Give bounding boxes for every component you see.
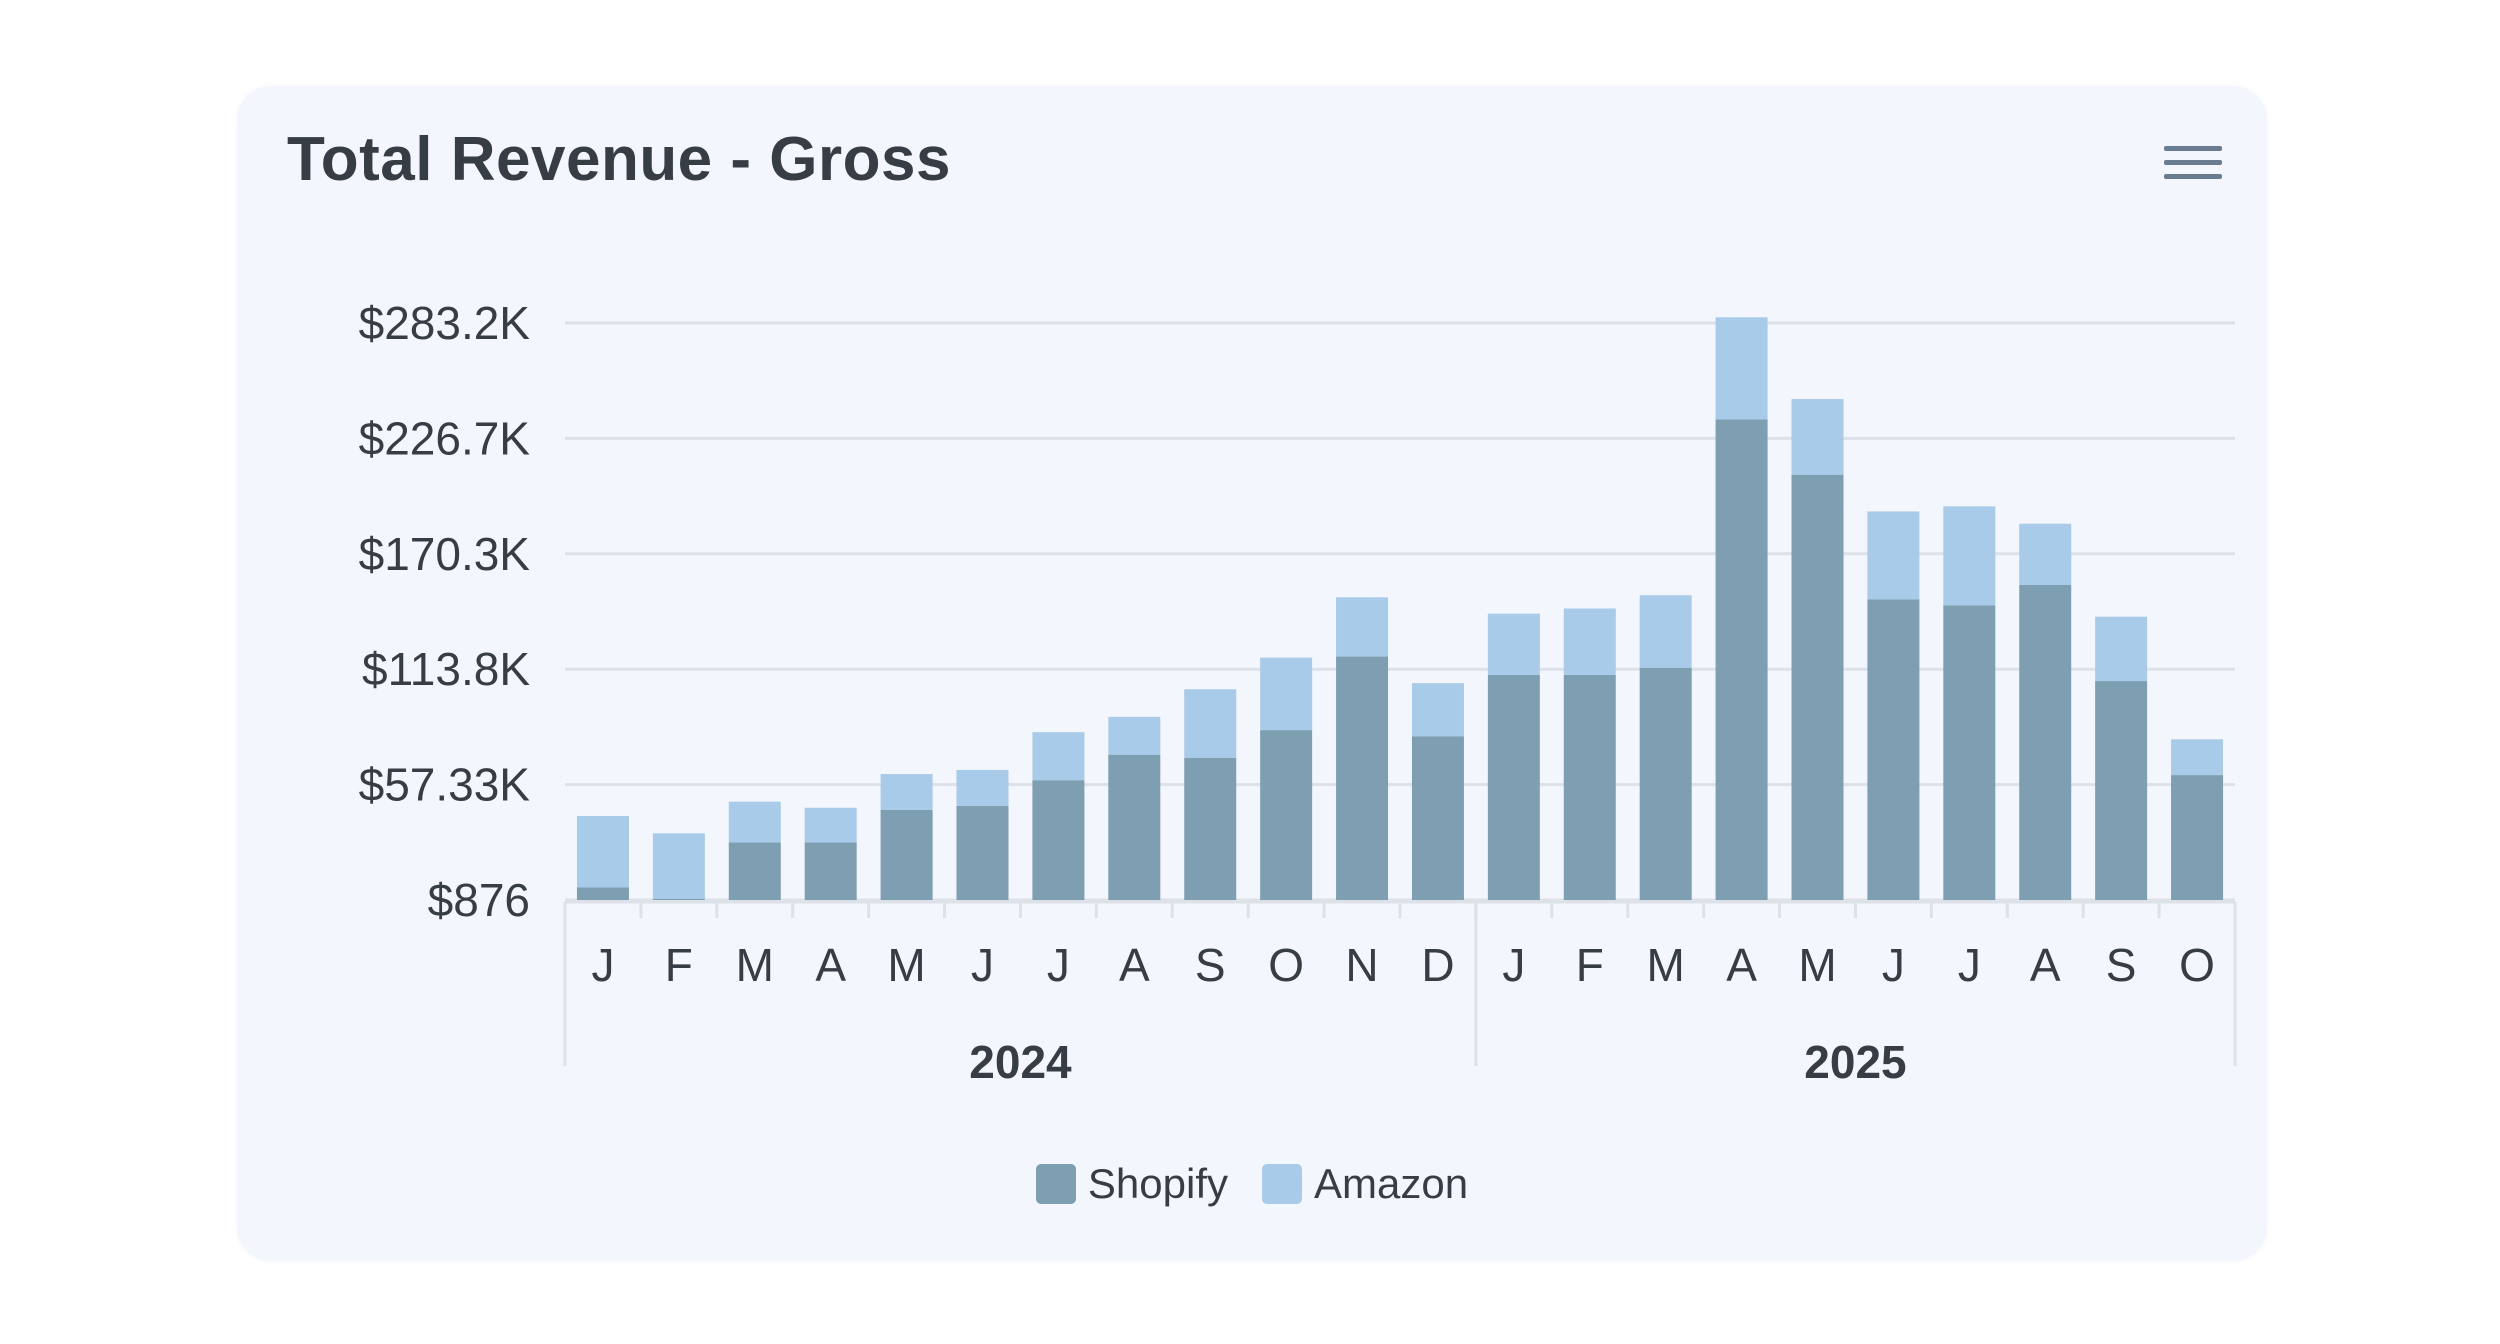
bar-shopify [652, 898, 705, 900]
x-tick-label: O [2179, 939, 2215, 991]
x-tick-label: A [1726, 939, 1757, 991]
bar-shopify [1943, 605, 1996, 900]
legend-swatch-shopify [1035, 1164, 1076, 1204]
bar-shopify [728, 842, 781, 900]
x-tick-label: J [1882, 939, 1905, 991]
bar-amazon [1867, 511, 1920, 600]
bar-amazon [2019, 523, 2072, 586]
bar-shopify [1032, 780, 1085, 900]
bar-amazon [1487, 613, 1540, 675]
x-tick-label: J [1047, 939, 1070, 991]
bar-amazon [1184, 689, 1237, 758]
bar-shopify [2171, 775, 2224, 900]
revenue-bar-chart: $876 $57.33K $113.8K $170.3K $226.7K $283.2K J… [359, 297, 2237, 1088]
x-tick-label: M [887, 939, 925, 991]
bar-shopify [956, 805, 1009, 900]
bar-shopify [576, 887, 629, 900]
x-tick-label: J [1958, 939, 1981, 991]
legend-item-shopify[interactable]: Shopify [1035, 1160, 1228, 1208]
bar-amazon [1563, 608, 1616, 675]
x-tick-label: D [1421, 939, 1454, 991]
bar-amazon [2171, 739, 2224, 776]
x-tick-label: J [1502, 939, 1525, 991]
bar-shopify [2095, 681, 2148, 900]
legend-label-shopify: Shopify [1087, 1160, 1228, 1207]
bar-shopify [1791, 474, 1844, 900]
x-tick-label: N [1345, 939, 1378, 991]
y-tick-label: $226.7K [359, 412, 531, 464]
bar-amazon [1943, 506, 1996, 606]
bar-amazon [576, 815, 629, 888]
bar-shopify [1260, 730, 1313, 900]
bar-amazon [728, 801, 781, 843]
bar-shopify [1487, 674, 1540, 900]
bar-shopify [1563, 674, 1616, 900]
x-tick-label: A [1119, 939, 1150, 991]
bar-shopify [804, 842, 857, 900]
x-tick-label: A [2030, 939, 2061, 991]
bar-shopify [1411, 736, 1464, 900]
hamburger-menu-icon[interactable] [2164, 142, 2222, 186]
legend-label-amazon: Amazon [1314, 1160, 1469, 1207]
x-tick-label: F [665, 939, 693, 991]
bar-shopify [1715, 419, 1768, 900]
bar-amazon [1639, 595, 1692, 668]
x-tick-label: S [1195, 939, 1226, 991]
x-tick-label: S [2106, 939, 2137, 991]
x-group-label: 2024 [969, 1036, 1072, 1088]
bar-amazon [1108, 716, 1161, 755]
bar-shopify [2019, 585, 2072, 900]
bar-amazon [652, 833, 705, 899]
y-tick-label: $113.8K [362, 643, 530, 695]
bar-amazon [1032, 732, 1085, 781]
x-tick-label: J [591, 939, 614, 991]
y-tick-label: $170.3K [359, 528, 531, 580]
x-tick-label: M [1798, 939, 1836, 991]
chart-title: Total Revenue - Gross [287, 125, 951, 194]
bar-shopify [1108, 754, 1161, 900]
x-tick-label: F [1576, 939, 1604, 991]
bar-amazon [1336, 597, 1389, 657]
bar-amazon [1791, 399, 1844, 475]
chart-legend: Shopify Amazon [237, 1160, 2267, 1208]
bar-amazon [2095, 616, 2148, 682]
bar-shopify [1184, 757, 1237, 900]
legend-swatch-amazon [1262, 1164, 1302, 1204]
y-tick-label: $57.33K [359, 759, 531, 811]
bar-amazon [880, 774, 933, 810]
x-tick-label: O [1268, 939, 1304, 991]
bar-shopify [880, 809, 933, 900]
x-tick-label: M [736, 939, 774, 991]
x-group-label: 2025 [1804, 1036, 1906, 1088]
bar-shopify [1639, 667, 1692, 900]
y-tick-label: $876 [428, 874, 530, 926]
bar-shopify [1867, 599, 1920, 900]
bar-amazon [1411, 683, 1464, 737]
bar-shopify [1336, 656, 1389, 900]
bar-amazon [956, 769, 1009, 806]
x-tick-label: J [971, 939, 994, 991]
bar-amazon [1260, 657, 1313, 731]
y-tick-label: $283.2K [359, 297, 531, 349]
bar-amazon [804, 807, 857, 843]
bar-amazon [1715, 317, 1768, 420]
legend-item-amazon[interactable]: Amazon [1262, 1160, 1468, 1208]
x-tick-label: M [1647, 939, 1685, 991]
chart-card: Total Revenue - Gross $876 $57.33K $113.8K… [237, 86, 2267, 1261]
x-tick-label: A [815, 939, 846, 991]
